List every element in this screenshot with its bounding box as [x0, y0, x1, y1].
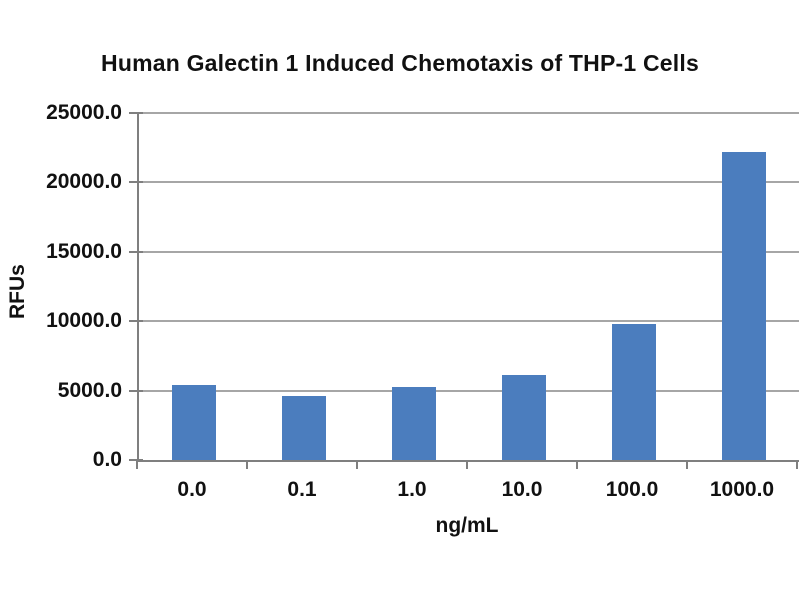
gridline	[139, 112, 799, 114]
x-tick-label: 0.1	[287, 478, 317, 501]
x-tick-label: 1000.0	[709, 478, 775, 501]
x-tick-mark	[576, 460, 578, 469]
x-tick-mark	[796, 460, 798, 469]
bar	[612, 323, 656, 460]
gridline	[139, 320, 799, 323]
x-tick-label: 0.0	[177, 478, 207, 501]
y-tick-label: 5000.0	[57, 378, 122, 402]
plot-area	[137, 112, 799, 462]
chart-title: Human Galectin 1 Induced Chemotaxis of T…	[101, 50, 699, 76]
x-tick-label: 10.0	[501, 478, 543, 501]
bar	[502, 375, 546, 460]
y-tick-mark	[129, 181, 143, 184]
y-tick-label: 0.0	[92, 448, 122, 471]
bar	[172, 385, 216, 460]
x-tick-mark	[466, 460, 468, 469]
x-tick-mark	[686, 460, 688, 469]
x-tick-label: 1.0	[397, 478, 427, 501]
x-tick-mark	[136, 460, 138, 469]
bar	[392, 387, 436, 460]
gridline	[139, 250, 799, 253]
bar	[722, 151, 766, 460]
y-tick-label: 25000.0	[46, 101, 122, 124]
y-tick-mark	[129, 320, 143, 323]
y-tick-label: 10000.0	[46, 309, 122, 333]
gridline	[139, 389, 799, 392]
gridline	[139, 181, 799, 184]
x-axis-title: ng/mL	[435, 514, 499, 537]
bar	[282, 396, 326, 460]
y-tick-label: 15000.0	[46, 239, 122, 263]
y-tick-mark	[129, 250, 143, 253]
x-tick-mark	[246, 460, 248, 469]
y-tick-mark	[129, 389, 143, 392]
y-tick-mark	[129, 112, 143, 114]
y-tick-label: 20000.0	[46, 170, 122, 194]
x-tick-mark	[356, 460, 358, 469]
x-tick-label: 100.0	[605, 478, 659, 501]
